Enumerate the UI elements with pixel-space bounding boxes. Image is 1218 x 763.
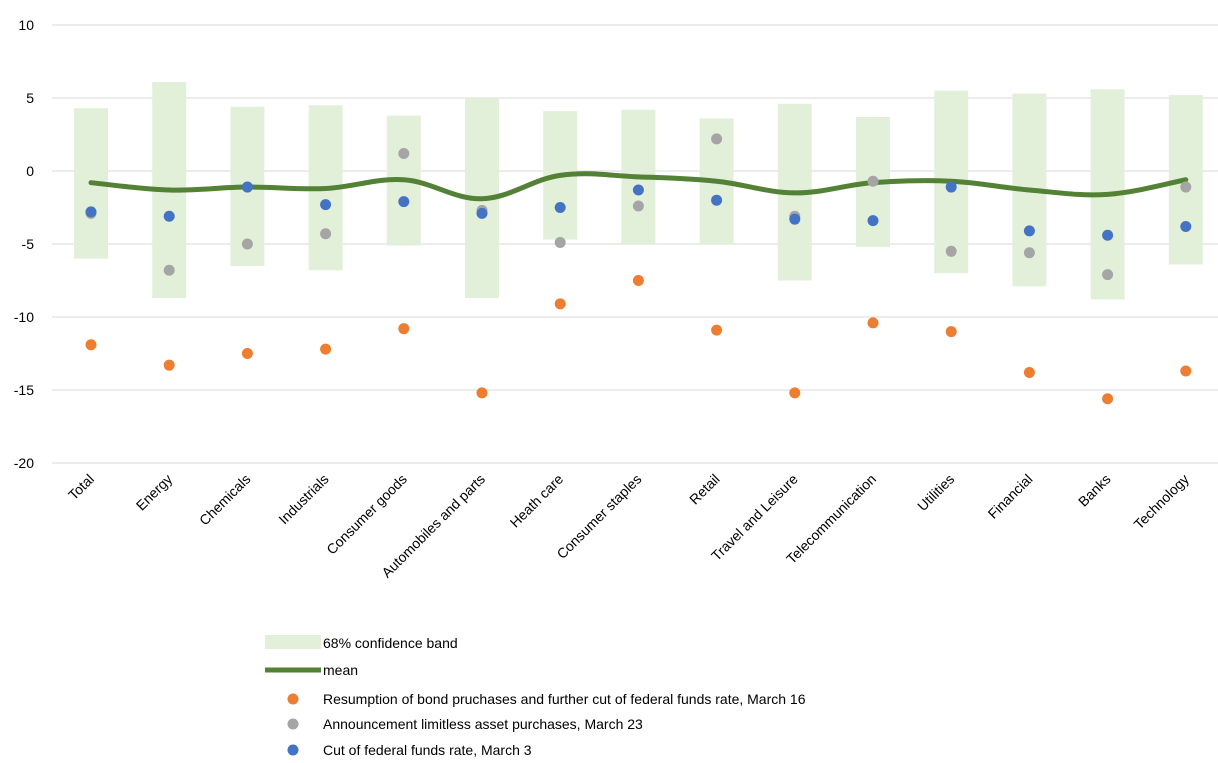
march3-point xyxy=(1180,220,1192,232)
x-tick-label: Industrials xyxy=(275,471,331,527)
x-tick-label: Financial xyxy=(985,471,1036,522)
y-axis-tick-labels: 10 5 0 -5 -10 -15 -20 xyxy=(14,17,34,471)
march3-point xyxy=(398,196,410,208)
legend: 68% confidence band mean Resumption of bon… xyxy=(265,635,806,758)
march23-point xyxy=(867,175,879,187)
x-axis-tick-labels: Total Energy Chemicals IndustrialsConsumer … xyxy=(65,471,1192,581)
x-tick-label: Travel and Leisure xyxy=(708,471,801,564)
march23-point xyxy=(1023,247,1035,259)
x-tick-label: Heath care xyxy=(507,471,567,531)
march16-point xyxy=(241,348,253,359)
march3-point xyxy=(1102,229,1114,241)
legend-march3-marker xyxy=(287,744,299,756)
march3-point xyxy=(554,202,566,213)
march23-point xyxy=(632,200,644,212)
march23-point xyxy=(1102,269,1114,281)
x-tick-label: Total xyxy=(65,471,97,503)
march3-point xyxy=(241,181,253,193)
y-tick-label: -10 xyxy=(14,309,34,325)
march3-point xyxy=(1023,225,1035,237)
march23-point xyxy=(711,133,723,145)
march23-point xyxy=(241,238,253,250)
march3-point xyxy=(711,194,723,206)
march16-point xyxy=(1180,365,1192,377)
mean-line-group xyxy=(88,171,1189,202)
march16-point xyxy=(1023,366,1035,378)
march3-point xyxy=(163,210,175,222)
march16-point xyxy=(867,317,879,329)
legend-march3-label: Cut of federal funds rate, March 3 xyxy=(323,742,532,758)
legend-march16-label: Resumption of bond pruchases and further… xyxy=(323,691,806,707)
march3-point xyxy=(320,199,332,211)
march16-point xyxy=(945,326,957,338)
mean-line xyxy=(88,171,1189,202)
x-tick-label: Consumer goods xyxy=(323,471,410,558)
y-tick-label: -15 xyxy=(14,382,34,398)
march3-point xyxy=(476,207,488,219)
x-tick-label: Chemicals xyxy=(196,471,254,529)
x-tick-label: Energy xyxy=(133,471,176,514)
legend-band-swatch xyxy=(265,635,321,649)
march23-point xyxy=(398,147,410,159)
march3-point xyxy=(85,206,97,218)
march3-point xyxy=(867,215,879,227)
march16-point xyxy=(554,298,566,310)
march16-point xyxy=(1102,393,1114,405)
march16-point xyxy=(163,359,175,371)
legend-march23-marker xyxy=(287,718,299,730)
march23-point xyxy=(1180,181,1192,193)
march16-point xyxy=(320,343,332,355)
y-tick-label: 5 xyxy=(26,90,34,106)
march16-point xyxy=(476,387,488,399)
x-tick-label: Retail xyxy=(686,471,723,508)
march23-point xyxy=(320,228,332,240)
march16-point xyxy=(711,324,723,336)
legend-march16-marker xyxy=(287,693,299,705)
march16-point xyxy=(85,339,97,351)
x-tick-label: Banks xyxy=(1075,471,1114,510)
scatter-points xyxy=(85,133,1192,405)
march23-point xyxy=(945,245,957,257)
legend-mean-label: mean xyxy=(323,662,358,678)
march16-point xyxy=(632,275,644,286)
march23-point xyxy=(163,264,175,276)
x-tick-label: Consumer staples xyxy=(553,471,644,562)
y-tick-label: 0 xyxy=(26,163,34,179)
y-tick-label: -5 xyxy=(22,236,35,252)
march16-point xyxy=(398,323,410,335)
march3-point xyxy=(789,213,801,225)
y-tick-label: -20 xyxy=(14,455,34,471)
march3-point xyxy=(945,181,957,193)
march3-point xyxy=(632,184,644,196)
x-tick-label: Utilities xyxy=(914,471,957,514)
y-tick-label: 10 xyxy=(18,17,34,33)
legend-march23-label: Announcement limitless asset purchases, … xyxy=(323,716,643,732)
march23-point xyxy=(554,237,566,249)
legend-band-label: 68% confidence band xyxy=(323,635,458,651)
x-tick-label: Technology xyxy=(1131,471,1192,532)
march16-point xyxy=(789,387,801,399)
